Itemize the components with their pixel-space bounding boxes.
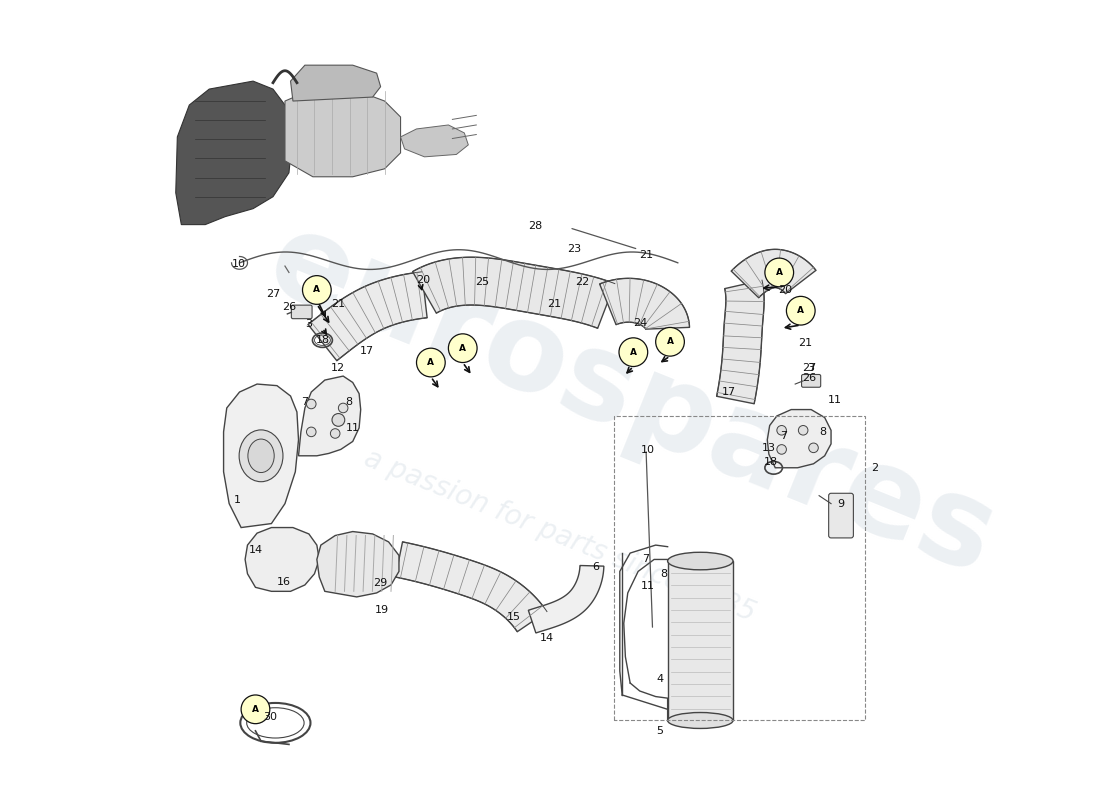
Polygon shape bbox=[412, 258, 615, 328]
Text: 11: 11 bbox=[640, 581, 654, 590]
Text: 23: 23 bbox=[568, 243, 582, 254]
Text: 21: 21 bbox=[331, 299, 345, 310]
Circle shape bbox=[339, 403, 348, 413]
Text: a passion for parts since 1985: a passion for parts since 1985 bbox=[360, 444, 760, 627]
Text: 19: 19 bbox=[375, 605, 389, 614]
Ellipse shape bbox=[668, 713, 733, 729]
Text: 21: 21 bbox=[639, 250, 653, 260]
Text: 17: 17 bbox=[722, 387, 736, 397]
Ellipse shape bbox=[239, 430, 283, 482]
Circle shape bbox=[417, 348, 446, 377]
Text: 3: 3 bbox=[807, 363, 815, 373]
Text: 27: 27 bbox=[802, 363, 816, 373]
Text: A: A bbox=[252, 705, 258, 714]
Text: 21: 21 bbox=[548, 299, 561, 310]
Circle shape bbox=[619, 338, 648, 366]
Polygon shape bbox=[176, 81, 293, 225]
Polygon shape bbox=[400, 125, 469, 157]
Circle shape bbox=[777, 426, 786, 435]
Polygon shape bbox=[528, 566, 604, 633]
Text: 16: 16 bbox=[276, 577, 290, 586]
Ellipse shape bbox=[668, 552, 733, 570]
Text: 2: 2 bbox=[871, 462, 879, 473]
Text: 11: 11 bbox=[345, 423, 360, 433]
Ellipse shape bbox=[248, 439, 274, 473]
Polygon shape bbox=[600, 278, 690, 329]
Text: 26: 26 bbox=[282, 302, 296, 312]
Text: 28: 28 bbox=[528, 222, 542, 231]
Text: 1: 1 bbox=[233, 494, 241, 505]
Polygon shape bbox=[395, 542, 547, 632]
Polygon shape bbox=[732, 250, 816, 298]
Circle shape bbox=[330, 429, 340, 438]
Text: A: A bbox=[630, 348, 637, 357]
Bar bbox=[668, 561, 733, 721]
Text: A: A bbox=[667, 338, 673, 346]
Polygon shape bbox=[768, 410, 832, 468]
Text: 26: 26 bbox=[803, 374, 816, 383]
Text: A: A bbox=[428, 358, 435, 367]
Polygon shape bbox=[298, 376, 361, 456]
Circle shape bbox=[241, 695, 270, 724]
Text: 11: 11 bbox=[828, 395, 842, 405]
Circle shape bbox=[808, 443, 818, 453]
Polygon shape bbox=[290, 65, 381, 101]
Text: 9: 9 bbox=[837, 498, 844, 509]
Polygon shape bbox=[245, 527, 319, 591]
Text: 12: 12 bbox=[331, 363, 345, 373]
FancyBboxPatch shape bbox=[828, 494, 854, 538]
Polygon shape bbox=[285, 89, 400, 177]
Text: 5: 5 bbox=[657, 726, 663, 736]
Polygon shape bbox=[317, 531, 399, 597]
Circle shape bbox=[777, 445, 786, 454]
Text: 8: 8 bbox=[820, 427, 826, 437]
Text: 8: 8 bbox=[345, 397, 352, 406]
Circle shape bbox=[302, 276, 331, 304]
Text: A: A bbox=[776, 268, 783, 277]
Text: 7: 7 bbox=[301, 397, 308, 406]
Text: 18: 18 bbox=[764, 457, 779, 467]
Circle shape bbox=[656, 327, 684, 356]
Text: 17: 17 bbox=[360, 346, 374, 355]
Text: 10: 10 bbox=[640, 446, 654, 455]
Text: 14: 14 bbox=[249, 545, 263, 555]
Circle shape bbox=[449, 334, 477, 362]
Text: 22: 22 bbox=[575, 277, 590, 287]
Text: 14: 14 bbox=[539, 633, 553, 642]
Text: 15: 15 bbox=[507, 612, 520, 622]
Circle shape bbox=[307, 427, 316, 437]
Text: 20: 20 bbox=[778, 285, 792, 295]
Text: 20: 20 bbox=[416, 275, 430, 286]
Text: 7: 7 bbox=[780, 431, 786, 441]
Text: eurospares: eurospares bbox=[252, 201, 1012, 599]
Circle shape bbox=[786, 296, 815, 325]
Text: A: A bbox=[798, 306, 804, 315]
FancyBboxPatch shape bbox=[292, 305, 312, 318]
Circle shape bbox=[307, 399, 316, 409]
Text: 30: 30 bbox=[264, 712, 277, 722]
Circle shape bbox=[799, 426, 807, 435]
Text: 25: 25 bbox=[475, 277, 488, 287]
Text: A: A bbox=[314, 286, 320, 294]
Polygon shape bbox=[223, 384, 298, 527]
Text: 7: 7 bbox=[642, 554, 650, 565]
Text: 29: 29 bbox=[374, 578, 388, 588]
Text: 10: 10 bbox=[232, 259, 245, 270]
Text: 4: 4 bbox=[656, 674, 663, 684]
Polygon shape bbox=[716, 280, 764, 404]
Circle shape bbox=[764, 258, 793, 286]
FancyBboxPatch shape bbox=[802, 374, 821, 387]
Text: 3: 3 bbox=[306, 319, 312, 330]
Text: 27: 27 bbox=[266, 289, 280, 299]
Text: 8: 8 bbox=[660, 569, 668, 578]
Text: 24: 24 bbox=[634, 318, 648, 328]
Text: 21: 21 bbox=[799, 338, 813, 347]
Polygon shape bbox=[308, 272, 427, 361]
Circle shape bbox=[332, 414, 344, 426]
Text: 13: 13 bbox=[762, 443, 776, 453]
Text: 18: 18 bbox=[316, 335, 330, 346]
Text: 6: 6 bbox=[593, 562, 600, 573]
Text: A: A bbox=[459, 344, 466, 353]
